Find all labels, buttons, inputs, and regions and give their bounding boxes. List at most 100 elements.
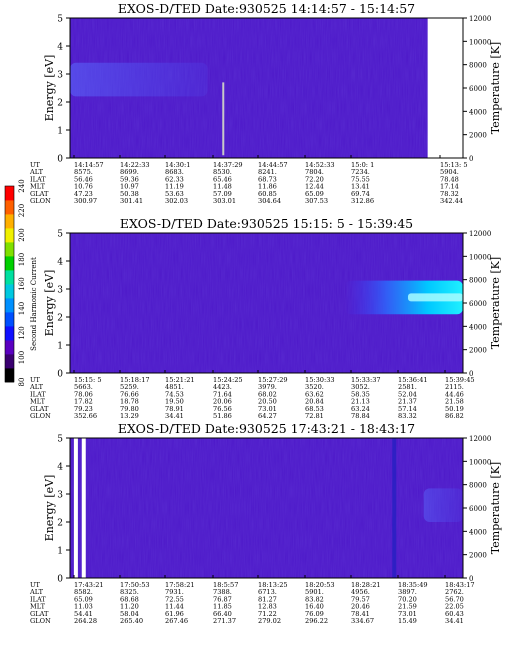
orbit-cell: 18:5:57 [213, 581, 238, 589]
orbit-row-label: ALT [29, 383, 44, 391]
orbit-cell: 15:33:37 [351, 376, 381, 384]
hot-band [345, 280, 463, 315]
y2-tick-label: 12000 [469, 230, 491, 238]
orbit-cell: 76.56 [213, 405, 232, 413]
orbit-cell: 7388. [213, 588, 232, 596]
orbit-cell: 11.44 [165, 603, 184, 611]
orbit-cell: 13.29 [120, 412, 139, 420]
orbit-cell: 267.46 [165, 617, 188, 625]
orbit-row-label: MLT [30, 183, 46, 191]
y2-tick-label: 6000 [469, 300, 487, 308]
orbit-cell: 47.23 [74, 190, 93, 198]
orbit-cell: 83.32 [398, 412, 417, 420]
orbit-cell: 15:18:17 [120, 376, 150, 384]
colorbar-segment [5, 256, 14, 271]
orbit-cell: 4851. [165, 383, 184, 391]
panels: EXOS-D/TED Date:930525 14:14:57 - 15:14:… [29, 1, 502, 625]
orbit-cell: 14:44:57 [258, 161, 288, 169]
y-axis-label: Energy [eV] [43, 55, 56, 122]
orbit-cell: 56.70 [445, 595, 464, 603]
orbit-cell: 5904. [440, 168, 459, 176]
orbit-row-label: MLT [30, 603, 46, 611]
orbit-cell: 18:43:17 [445, 581, 475, 589]
chart-title: EXOS-D/TED Date:930525 17:43:21 - 18:43:… [118, 421, 415, 436]
orbit-row-label: GLON [30, 197, 51, 205]
chart-panel-1: EXOS-D/TED Date:930525 14:14:57 - 15:14:… [29, 1, 502, 205]
hot-band-core [407, 293, 463, 302]
orbit-cell: 21.13 [351, 398, 370, 406]
orbit-cell: 15:39:45 [445, 376, 475, 384]
orbit-cell: 14:37:29 [213, 161, 243, 169]
orbit-cell: 34.41 [445, 617, 464, 625]
orbit-cell: 64.27 [258, 412, 277, 420]
orbit-cell: 8683. [165, 168, 184, 176]
colorbar-segment [5, 214, 14, 229]
y2-tick-label: 2000 [469, 132, 487, 140]
orbit-cell: 72.55 [165, 595, 184, 603]
colorbar: 80 100 120 140 160 180 200 220 240 Second Harmoni… [4, 179, 38, 386]
y-tick-label: 1 [57, 342, 63, 352]
orbit-cell: 78.06 [74, 390, 93, 398]
y-tick-label: 0 [57, 575, 63, 585]
orbit-cell: 5663. [74, 383, 93, 391]
y2-tick-label: 8000 [469, 62, 487, 70]
data-gap-2 [81, 438, 86, 578]
orbit-cell: 11.85 [213, 603, 232, 611]
y2-tick-label: 8000 [469, 482, 487, 490]
y-tick-label: 3 [57, 71, 63, 81]
colorbar-segment [5, 186, 14, 201]
orbit-cell: 10.76 [74, 183, 93, 191]
orbit-cell: 76.66 [120, 390, 139, 398]
heatmap-noise [70, 438, 463, 578]
orbit-cell: 51.86 [213, 412, 232, 420]
orbit-row-label: GLAT [30, 190, 49, 198]
orbit-cell: 65.09 [305, 190, 324, 198]
orbit-cell: 12.44 [305, 183, 324, 191]
orbit-cell: 17:43:21 [74, 581, 104, 589]
orbit-cell: 15:13: 5 [440, 161, 468, 169]
orbit-cell: 70.20 [398, 595, 417, 603]
y2-tick-label: 6000 [469, 505, 487, 513]
orbit-cell: 15:21:21 [165, 376, 195, 384]
y-tick-label: 3 [57, 491, 63, 501]
orbit-cell: 60.43 [445, 610, 464, 618]
orbit-cell: 76.87 [213, 595, 232, 603]
orbit-cell: 86.82 [445, 412, 464, 420]
y-tick-label: 5 [57, 15, 63, 25]
orbit-cell: 5901. [305, 588, 324, 596]
hot-band [70, 62, 208, 97]
y-axis-label: Energy [eV] [43, 475, 56, 542]
y2-tick-label: 12000 [469, 15, 491, 23]
orbit-cell: 63.24 [351, 405, 370, 413]
colorbar-tick-label: 140 [18, 302, 26, 315]
y2-tick-label: 8000 [469, 277, 487, 285]
orbit-cell: 17:58:21 [165, 581, 195, 589]
orbit-cell: 8241. [258, 168, 277, 176]
y-tick-label: 1 [57, 127, 63, 137]
y-tick-label: 5 [57, 435, 63, 445]
orbit-cell: 13.41 [351, 183, 370, 191]
y2-tick-label: 6000 [469, 85, 487, 93]
orbit-row-label: GLON [30, 617, 51, 625]
y2-tick-label: 4000 [469, 108, 487, 116]
orbit-cell: 71.64 [213, 390, 232, 398]
orbit-cell: 78.91 [165, 405, 184, 413]
orbit-cell: 18:28:21 [351, 581, 381, 589]
orbit-row-label: ALT [29, 588, 44, 596]
data-gap-1 [73, 438, 78, 578]
orbit-cell: 17.14 [440, 183, 459, 191]
orbit-cell: 2581. [398, 383, 417, 391]
y2-tick-label: 12000 [469, 435, 491, 443]
y2-tick-label: 2000 [469, 347, 487, 355]
orbit-cell: 342.44 [440, 197, 463, 205]
orbit-cell: 17:50:53 [120, 581, 150, 589]
y2-axis-label: Temperature [K] [489, 257, 502, 349]
y2-tick-label: 0 [469, 370, 473, 378]
orbit-row-label: ILAT [30, 175, 46, 183]
orbit-cell: 301.41 [120, 197, 143, 205]
orbit-cell: 74.53 [165, 390, 184, 398]
orbit-cell: 2762. [445, 588, 464, 596]
orbit-cell: 352.66 [74, 412, 97, 420]
colorbar-segment [5, 284, 14, 299]
orbit-row-label: MLT [30, 398, 46, 406]
